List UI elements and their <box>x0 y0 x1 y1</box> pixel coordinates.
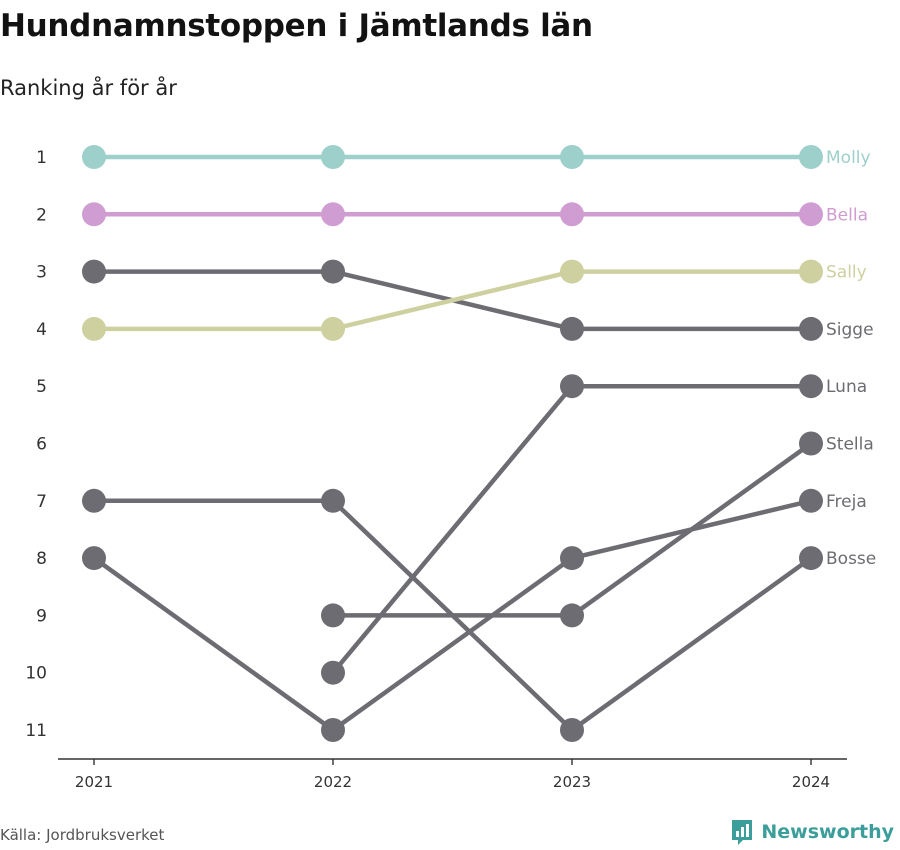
x-tick-label: 2021 <box>75 773 113 791</box>
brand-logo: Newsworthy <box>729 818 894 846</box>
y-tick-label: 8 <box>36 549 47 569</box>
data-point <box>799 488 823 513</box>
data-point <box>799 546 823 571</box>
source-note: Källa: Jordbruksverket <box>0 826 165 844</box>
data-point <box>82 259 106 284</box>
data-point <box>82 202 106 227</box>
x-tick-label: 2023 <box>553 773 591 791</box>
y-tick-label: 10 <box>25 664 47 684</box>
y-tick-label: 6 <box>36 435 47 455</box>
y-tick-label: 9 <box>36 606 47 626</box>
data-point <box>321 259 345 284</box>
series-end-label: Bella <box>826 205 868 225</box>
series-end-label: Bosse <box>826 549 876 569</box>
y-tick-label: 1 <box>36 148 47 168</box>
series-end-label: Freja <box>826 492 867 512</box>
y-tick-label: 4 <box>36 320 47 340</box>
data-point <box>560 546 584 571</box>
brand-name: Newsworthy <box>761 821 894 843</box>
series-end-label: Stella <box>826 435 874 455</box>
series-molly: Molly <box>82 145 871 169</box>
data-point <box>799 202 823 227</box>
series-end-label: Luna <box>826 377 867 397</box>
data-point <box>321 603 345 628</box>
series-stella: Stella <box>321 431 874 628</box>
data-point <box>321 316 345 341</box>
data-point <box>560 718 584 742</box>
y-tick-label: 3 <box>36 263 47 283</box>
series-line <box>330 383 814 675</box>
data-point <box>799 374 823 399</box>
series-end-label: Sigge <box>826 320 874 340</box>
data-point <box>560 603 584 628</box>
series-line <box>91 498 814 733</box>
data-point <box>560 145 584 169</box>
data-point <box>82 546 106 571</box>
series-line <box>91 269 814 332</box>
data-point <box>321 488 345 513</box>
data-point <box>560 202 584 227</box>
data-point <box>560 259 584 284</box>
x-tick-label: 2024 <box>792 773 830 791</box>
series-end-label: Molly <box>826 148 871 168</box>
data-point <box>82 488 106 513</box>
series-end-label: Sally <box>826 263 867 283</box>
series-bella: Bella <box>82 202 868 227</box>
x-tick-label: 2022 <box>314 773 352 791</box>
data-point <box>799 431 823 456</box>
y-tick-label: 7 <box>36 492 47 512</box>
data-point <box>799 145 823 169</box>
data-point <box>321 660 345 685</box>
y-tick-label: 5 <box>36 377 47 397</box>
newsworthy-icon <box>732 820 753 845</box>
y-tick-label: 2 <box>36 205 47 225</box>
data-point <box>82 316 106 341</box>
chart-title: Hundnamnstoppen i Jämtlands län <box>0 8 593 44</box>
series-luna: Luna <box>321 374 867 685</box>
data-point <box>560 374 584 399</box>
data-point <box>321 718 345 742</box>
y-tick-label: 11 <box>25 721 47 741</box>
data-point <box>321 202 345 227</box>
series-sally: Sally <box>82 259 867 341</box>
data-point <box>321 145 345 169</box>
data-point <box>560 316 584 341</box>
series-bosse: Bosse <box>82 488 876 742</box>
chart-subtitle: Ranking år för år <box>0 76 177 100</box>
data-point <box>799 259 823 284</box>
data-point <box>799 316 823 341</box>
data-point <box>82 145 106 169</box>
